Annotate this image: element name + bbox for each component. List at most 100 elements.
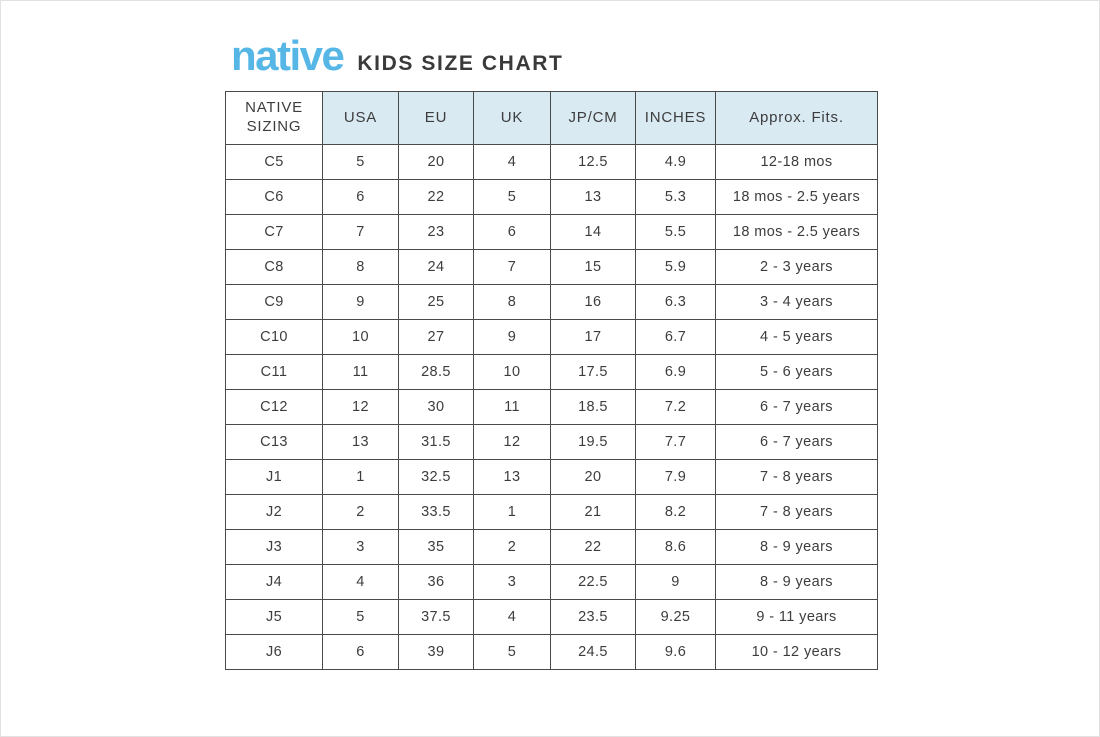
table-cell: 5.3: [635, 179, 716, 215]
table-cell: 5: [322, 144, 399, 180]
table-cell: 23: [398, 214, 474, 250]
table-cell: 7.7: [635, 424, 716, 460]
table-cell: 4 - 5 years: [715, 319, 878, 355]
table-cell: 11: [322, 354, 399, 390]
table-cell: 6: [322, 634, 399, 670]
table-cell: 5.5: [635, 214, 716, 250]
table-cell: 9: [473, 319, 551, 355]
table-cell: 12-18 mos: [715, 144, 878, 180]
table-cell: 3: [473, 564, 551, 600]
table-cell: 22: [398, 179, 474, 215]
table-cell: 3: [322, 529, 399, 565]
table-cell: 7 - 8 years: [715, 459, 878, 495]
table-cell: C11: [225, 354, 323, 390]
table-cell: C5: [225, 144, 323, 180]
table-cell: 14: [550, 214, 636, 250]
table-cell: C12: [225, 389, 323, 425]
column-header: Approx. Fits.: [715, 91, 878, 145]
table-cell: 12.5: [550, 144, 636, 180]
table-cell: C13: [225, 424, 323, 460]
table-cell: 13: [550, 179, 636, 215]
table-cell: 30: [398, 389, 474, 425]
table-cell: 6 - 7 years: [715, 389, 878, 425]
table-cell: 33.5: [398, 494, 474, 530]
table-cell: 31.5: [398, 424, 474, 460]
table-cell: 16: [550, 284, 636, 320]
page-title: KIDS SIZE CHART: [357, 52, 564, 75]
table-cell: C7: [225, 214, 323, 250]
table-cell: 8: [322, 249, 399, 285]
column-header: JP/CM: [550, 91, 636, 145]
table-row: J3 3 35 2 22 8.6 8 - 9 years: [225, 529, 878, 565]
table-cell: 20: [398, 144, 474, 180]
table-cell: 18.5: [550, 389, 636, 425]
table-cell: 13: [322, 424, 399, 460]
table-row: C11 11 28.5 10 17.5 6.9 5 - 6 years: [225, 354, 878, 390]
table-row: C12 12 30 11 18.5 7.2 6 - 7 years: [225, 389, 878, 425]
table-cell: 39: [398, 634, 474, 670]
table-cell: 6.3: [635, 284, 716, 320]
table-cell: J4: [225, 564, 323, 600]
table-cell: 4: [473, 599, 551, 635]
table-cell: 15: [550, 249, 636, 285]
table-cell: 5: [473, 634, 551, 670]
table-cell: 12: [322, 389, 399, 425]
table-cell: 10: [322, 319, 399, 355]
table-cell: 8 - 9 years: [715, 564, 878, 600]
table-row: C7 7 23 6 14 5.5 18 mos - 2.5 years: [225, 214, 878, 250]
table-cell: 2 - 3 years: [715, 249, 878, 285]
table-cell: 6: [322, 179, 399, 215]
table-cell: 1: [322, 459, 399, 495]
table-row: C9 9 25 8 16 6.3 3 - 4 years: [225, 284, 878, 320]
chart-header: native KIDS SIZE CHART: [231, 35, 563, 77]
table-cell: 20: [550, 459, 636, 495]
table-cell: 17: [550, 319, 636, 355]
table-cell: 9 - 11 years: [715, 599, 878, 635]
table-cell: 8: [473, 284, 551, 320]
table-header: NATIVE SIZING USA EU UK JP/CM INCHES Approx. F…: [225, 91, 878, 145]
table-cell: 32.5: [398, 459, 474, 495]
table-cell: 8.6: [635, 529, 716, 565]
table-cell: 23.5: [550, 599, 636, 635]
header-row: NATIVE SIZING USA EU UK JP/CM INCHES Approx. F…: [225, 91, 878, 145]
table-cell: 2: [322, 494, 399, 530]
table-row: J5 5 37.5 4 23.5 9.25 9 - 11 years: [225, 599, 878, 635]
table-cell: 7.2: [635, 389, 716, 425]
table-cell: 6.9: [635, 354, 716, 390]
table-cell: 10: [473, 354, 551, 390]
table-row: J4 4 36 3 22.5 9 8 - 9 years: [225, 564, 878, 600]
table-cell: 28.5: [398, 354, 474, 390]
table-cell: 11: [473, 389, 551, 425]
table-row: C6 6 22 5 13 5.3 18 mos - 2.5 years: [225, 179, 878, 215]
table-cell: 4.9: [635, 144, 716, 180]
table-cell: 7.9: [635, 459, 716, 495]
table-row: C13 13 31.5 12 19.5 7.7 6 - 7 years: [225, 424, 878, 460]
table-cell: J5: [225, 599, 323, 635]
column-header: NATIVE SIZING: [225, 91, 323, 145]
size-chart-table: NATIVE SIZING USA EU UK JP/CM INCHES Approx. F…: [225, 91, 878, 670]
table-cell: 4: [473, 144, 551, 180]
table-cell: J1: [225, 459, 323, 495]
table-cell: 5: [322, 599, 399, 635]
table-cell: 13: [473, 459, 551, 495]
table-cell: 18 mos - 2.5 years: [715, 214, 878, 250]
table-cell: 4: [322, 564, 399, 600]
column-header: INCHES: [635, 91, 716, 145]
table-cell: J2: [225, 494, 323, 530]
table-cell: J3: [225, 529, 323, 565]
table-cell: 5.9: [635, 249, 716, 285]
table-cell: 5 - 6 years: [715, 354, 878, 390]
table-cell: 8 - 9 years: [715, 529, 878, 565]
column-header: UK: [473, 91, 551, 145]
table-cell: 9.6: [635, 634, 716, 670]
table-cell: 19.5: [550, 424, 636, 460]
table-cell: 35: [398, 529, 474, 565]
table-row: J6 6 39 5 24.5 9.6 10 - 12 years: [225, 634, 878, 670]
table-cell: 9: [322, 284, 399, 320]
table-row: J1 1 32.5 13 20 7.9 7 - 8 years: [225, 459, 878, 495]
table-cell: 25: [398, 284, 474, 320]
table-cell: 7: [473, 249, 551, 285]
table-cell: 9: [635, 564, 716, 600]
table-cell: 12: [473, 424, 551, 460]
